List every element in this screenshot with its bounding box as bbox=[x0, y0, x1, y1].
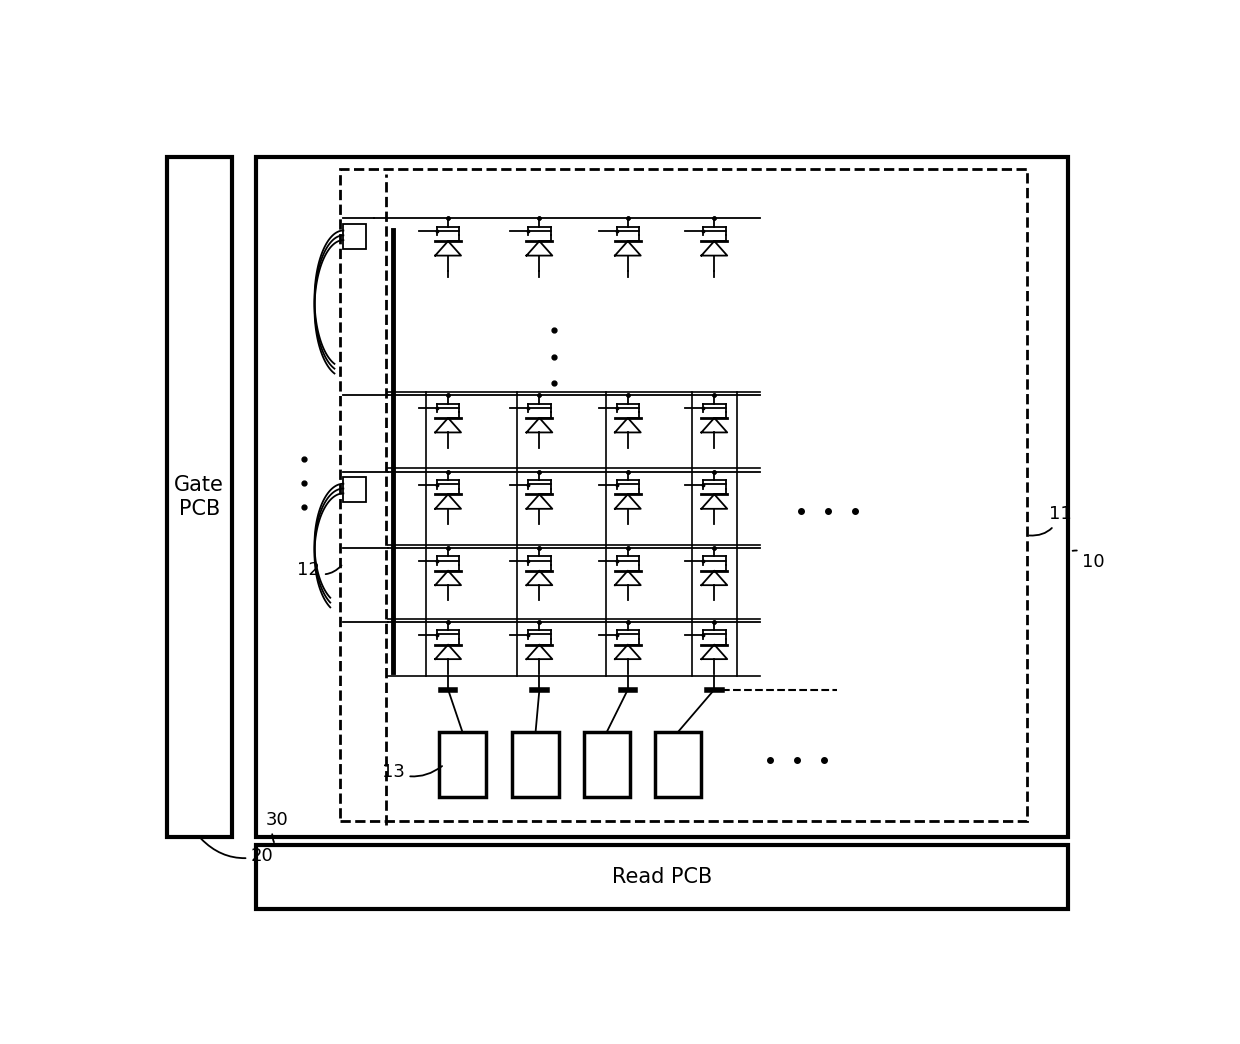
Text: Read PCB: Read PCB bbox=[611, 867, 712, 887]
Bar bbox=[584, 732, 630, 797]
Bar bbox=[512, 732, 558, 797]
Text: 13: 13 bbox=[382, 763, 443, 781]
Bar bbox=[655, 732, 701, 797]
Bar bbox=[343, 477, 367, 502]
Bar bbox=[166, 158, 232, 836]
Bar bbox=[255, 158, 1068, 836]
Text: 10: 10 bbox=[1073, 550, 1105, 571]
Text: 12: 12 bbox=[298, 562, 341, 579]
Bar bbox=[343, 223, 367, 248]
Bar bbox=[340, 169, 1027, 821]
Bar bbox=[439, 732, 486, 797]
Text: 30: 30 bbox=[265, 810, 288, 843]
Text: 20: 20 bbox=[201, 838, 274, 864]
Text: Gate
PCB: Gate PCB bbox=[175, 475, 224, 519]
Bar bbox=[255, 845, 1068, 909]
Text: 11: 11 bbox=[1029, 505, 1071, 536]
